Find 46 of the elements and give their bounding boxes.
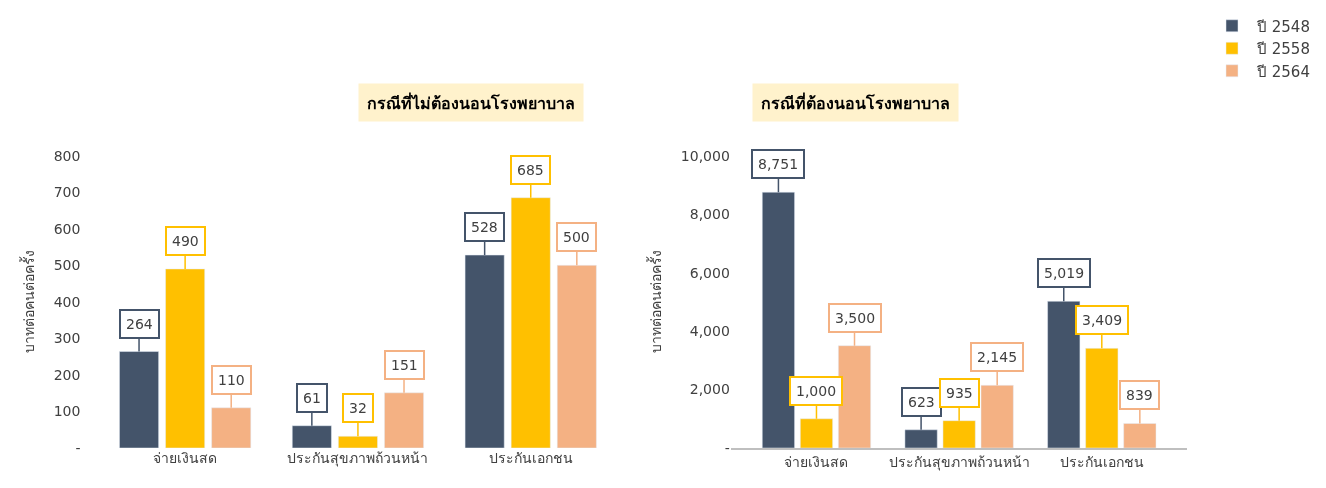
y-tick-label: 700 bbox=[53, 184, 81, 201]
data-label: 2,145 bbox=[977, 349, 1018, 365]
y-tick-label: 6,000 bbox=[689, 264, 730, 281]
data-label: 8,751 bbox=[758, 156, 799, 172]
chart-title: กรณีที่ต้องนอนโรงพยาบาล bbox=[761, 92, 950, 113]
y-tick-label: - bbox=[75, 439, 81, 456]
data-label: 490 bbox=[172, 233, 199, 249]
y-tick-label: 4,000 bbox=[689, 322, 730, 339]
y-tick-label: 800 bbox=[53, 147, 81, 164]
x-tick-label: จ่ายเงินสด bbox=[784, 453, 849, 470]
data-label: 528 bbox=[471, 219, 498, 235]
y-tick-label: - bbox=[724, 439, 730, 456]
data-label: 623 bbox=[908, 394, 935, 410]
x-tick-label: ประกันสุขภาพถ้วนหน้า bbox=[888, 453, 1030, 471]
data-label: 685 bbox=[517, 162, 544, 178]
y-axis-title: บาทต่อคนต่อครั้ง bbox=[19, 250, 38, 354]
data-label: 839 bbox=[1126, 387, 1153, 403]
data-label: 61 bbox=[303, 390, 321, 406]
y-tick-label: 400 bbox=[53, 293, 81, 310]
data-label: 5,019 bbox=[1044, 265, 1085, 281]
legend-label: ปี 2564 bbox=[1256, 62, 1310, 81]
y-tick-label: 2,000 bbox=[689, 381, 730, 398]
y-tick-label: 8,000 bbox=[689, 206, 730, 223]
data-label: 3,500 bbox=[835, 310, 876, 326]
data-label: 264 bbox=[126, 316, 153, 332]
x-tick-label: ประกันสุขภาพถ้วนหน้า bbox=[287, 450, 429, 467]
data-label: 3,409 bbox=[1082, 312, 1123, 328]
y-axis-title: บาทต่อคนต่อครั้ง bbox=[646, 250, 665, 354]
data-label: 32 bbox=[349, 400, 367, 416]
y-tick-label: 10,000 bbox=[680, 147, 730, 164]
data-label: 151 bbox=[391, 357, 418, 373]
x-tick-label: ประกันเอกชน bbox=[488, 450, 573, 466]
data-label: 110 bbox=[218, 372, 245, 388]
legend-label: ปี 2558 bbox=[1256, 40, 1310, 59]
data-label: 1,000 bbox=[796, 383, 837, 399]
y-tick-label: 600 bbox=[53, 220, 81, 237]
x-tick-label: จ่ายเงินสด bbox=[153, 450, 218, 466]
data-label: 935 bbox=[946, 385, 973, 401]
y-tick-label: 300 bbox=[53, 330, 81, 347]
y-tick-label: 100 bbox=[53, 403, 81, 420]
y-tick-label: 200 bbox=[53, 366, 81, 383]
chart-title: กรณีที่ไม่ต้องนอนโรงพยาบาล bbox=[367, 92, 575, 113]
data-label: 500 bbox=[563, 229, 590, 245]
legend-label: ปี 2548 bbox=[1256, 17, 1310, 36]
y-tick-label: 500 bbox=[53, 257, 81, 274]
x-tick-label: ประกันเอกชน bbox=[1059, 453, 1144, 470]
